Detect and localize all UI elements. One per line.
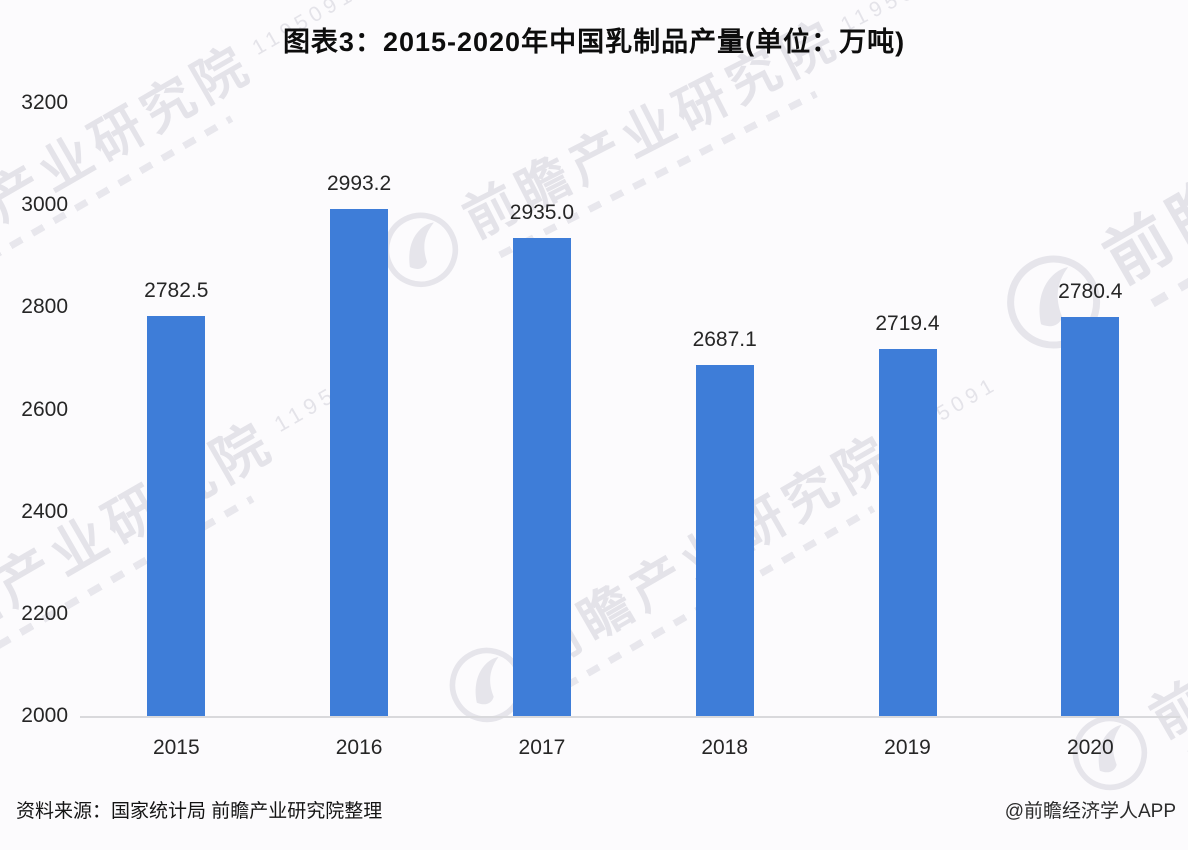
watermark-tagline-strip	[1150, 77, 1188, 308]
x-axis-line	[80, 716, 1180, 718]
x-tick-label: 2017	[518, 736, 566, 759]
y-tick-label: 3000	[21, 193, 68, 217]
x-tick-label: 2019	[884, 736, 931, 759]
x-tick-label: 2020	[1066, 736, 1114, 759]
x-tick-label: 2016	[335, 736, 383, 759]
credit-note: @前瞻经济学人APP	[1004, 801, 1176, 822]
bar-value-label: 2719.4	[875, 311, 940, 335]
bar-value-label: 2993.2	[326, 171, 392, 195]
bar-value-label: 2782.5	[144, 279, 209, 303]
x-tick-label: 2015	[152, 736, 200, 759]
y-tick-label: 2200	[21, 601, 68, 625]
watermark-tagline-strip	[498, 90, 818, 259]
chart-title: 图表3：2015-2020年中国乳制品产量(单位：万吨)	[282, 27, 906, 57]
bar-value-label: 2935.0	[509, 201, 574, 225]
y-tick-label: 2400	[21, 499, 68, 523]
x-tick-label: 2018	[701, 736, 749, 759]
watermark-brand-text: 前瞻产业研究院	[1141, 492, 1188, 750]
watermark-brand-text: 前瞻产业研究院	[0, 410, 286, 681]
bar-2015	[147, 316, 206, 716]
bar-2020	[1061, 317, 1120, 716]
bar-value-label: 2780.4	[1058, 280, 1123, 304]
bar-2018	[695, 365, 754, 716]
bar-value-label: 2687.1	[692, 328, 757, 351]
bar-2016	[330, 208, 389, 716]
watermark-brand-text: 前瞻产业研究院	[0, 34, 263, 292]
y-tick-label: 3200	[21, 91, 68, 114]
source-note: 资料来源：国家统计局 前瞻产业研究院整理	[16, 801, 383, 822]
y-tick-label: 2000	[21, 704, 68, 727]
y-tick-label: 2600	[21, 397, 68, 421]
y-tick-label: 2800	[21, 295, 68, 319]
bar-2019	[878, 348, 937, 716]
bar-2017	[512, 238, 571, 716]
